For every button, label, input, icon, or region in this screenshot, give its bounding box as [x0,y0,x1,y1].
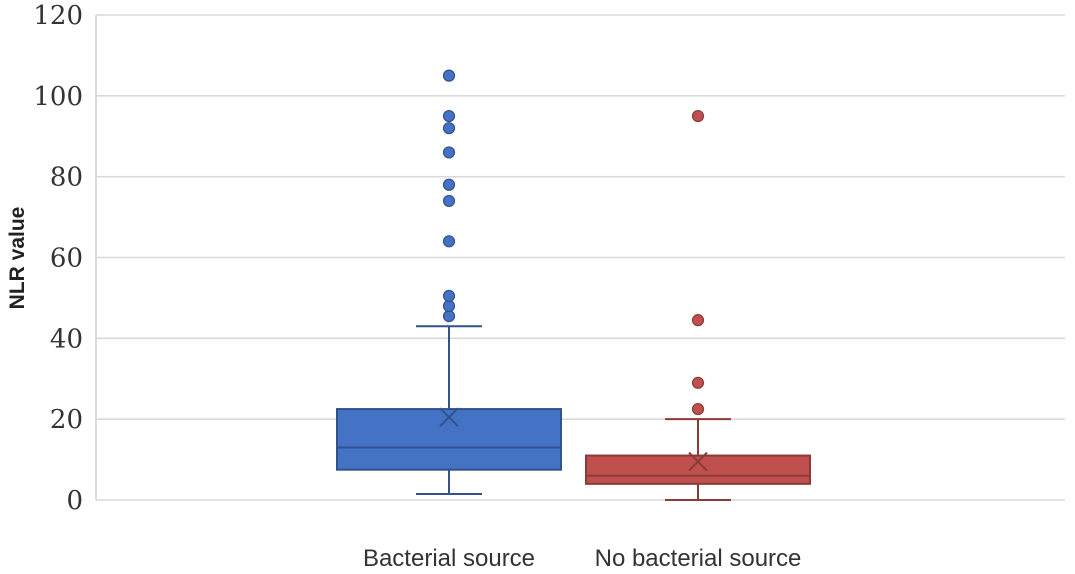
outlier-point [691,109,705,123]
y-tick-label: 80 [50,163,83,193]
outlier-point [442,122,456,135]
outlier-point [691,376,705,389]
outlier-point [691,402,705,416]
y-tick-label: 100 [33,82,83,112]
outlier-point [442,69,456,82]
outlier-point [442,146,456,159]
iqr-box [585,454,811,485]
y-axis-ticks: 0 20 40 60 80 100 120 [33,1,83,516]
outlier-point [442,235,456,248]
boxes [336,69,811,501]
y-tick-label: 40 [50,324,83,354]
box-group [336,69,562,495]
y-axis-label: NLR value [6,207,29,310]
outlier-point [442,109,456,123]
outlier-point [442,299,456,313]
outlier-point [442,178,456,191]
iqr-box [336,408,562,471]
outlier-point [442,310,456,323]
mean-marker [439,407,459,427]
y-tick-label: 0 [66,486,83,516]
x-category-label: Bacterial source [363,545,535,572]
y-tick-label: 20 [50,405,83,435]
outlier-point [691,314,705,327]
outlier-point [442,289,456,302]
x-axis-categories: Bacterial source No bacterial source [363,545,801,572]
x-category-label: No bacterial source [595,545,802,572]
gridlines [95,14,1065,501]
box-group [585,109,811,501]
y-tick-label: 60 [50,244,83,274]
outlier-point [442,194,456,208]
mean-marker [688,451,708,472]
y-tick-label: 120 [33,1,83,31]
